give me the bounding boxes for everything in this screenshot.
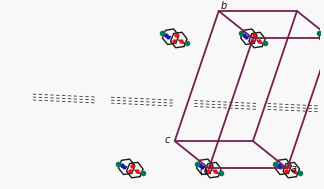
Text: b: b (221, 1, 227, 11)
Text: a: a (290, 164, 296, 174)
Text: c: c (165, 135, 170, 145)
Text: O: O (199, 167, 207, 177)
